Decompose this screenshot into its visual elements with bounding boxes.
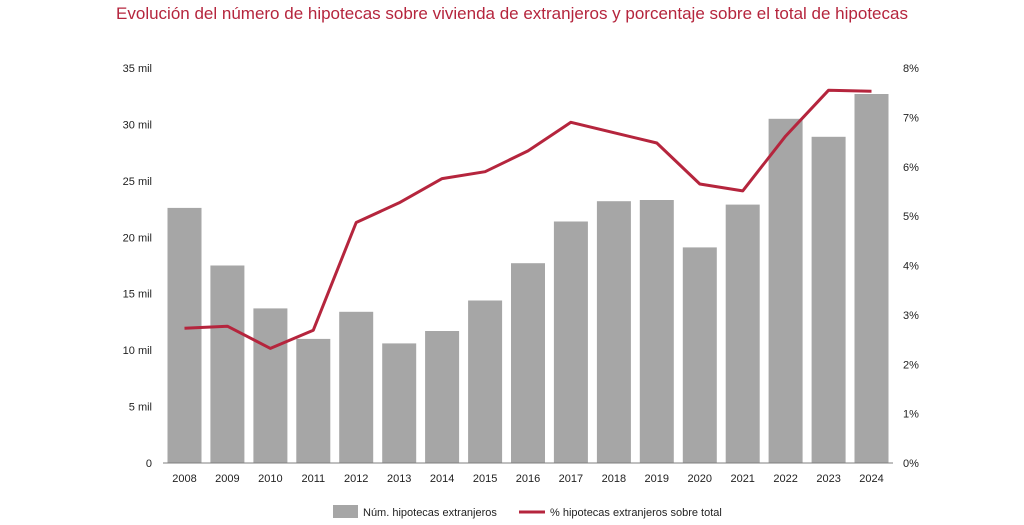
- x-tick-label: 2021: [730, 473, 754, 485]
- x-tick-label: 2011: [301, 473, 325, 485]
- right-tick-label: 1%: [903, 409, 919, 421]
- x-tick-label: 2017: [559, 473, 583, 485]
- left-tick-label: 20 mil: [123, 232, 152, 244]
- legend-bar-label: Núm. hipotecas extranjeros: [363, 507, 497, 519]
- right-tick-label: 8%: [903, 63, 919, 75]
- bar-2014: [425, 331, 460, 463]
- left-tick-label: 30 mil: [123, 119, 152, 131]
- x-tick-label: 2014: [430, 473, 454, 485]
- bar-2009: [210, 265, 245, 463]
- bar-2023: [811, 136, 846, 464]
- x-tick-label: 2009: [215, 473, 239, 485]
- legend-bar-swatch: [333, 505, 358, 518]
- x-tick-label: 2018: [602, 473, 626, 485]
- bar-2015: [468, 300, 503, 463]
- right-tick-label: 5%: [903, 211, 919, 223]
- bar-2022: [768, 118, 803, 464]
- bar-2024: [854, 94, 889, 463]
- bar-2021: [725, 204, 760, 463]
- chart-title: Evolución del número de hipotecas sobre …: [116, 4, 908, 23]
- right-tick-label: 7%: [903, 112, 919, 124]
- bar-2012: [339, 311, 374, 463]
- x-tick-label: 2023: [816, 473, 840, 485]
- bar-2011: [296, 338, 331, 463]
- x-tick-label: 2012: [344, 473, 368, 485]
- right-tick-label: 4%: [903, 261, 919, 273]
- right-tick-label: 0%: [903, 458, 919, 470]
- bar-2010: [253, 308, 288, 463]
- right-tick-label: 2%: [903, 359, 919, 371]
- x-tick-label: 2024: [859, 473, 883, 485]
- x-tick-label: 2016: [516, 473, 540, 485]
- x-tick-label: 2020: [688, 473, 712, 485]
- bar-2016: [511, 263, 545, 463]
- bar-2008: [167, 207, 202, 463]
- x-tick-label: 2022: [773, 473, 797, 485]
- right-tick-label: 3%: [903, 310, 919, 322]
- left-tick-label: 15 mil: [123, 289, 152, 301]
- bar-2020: [682, 247, 717, 463]
- x-tick-label: 2013: [387, 473, 411, 485]
- x-tick-label: 2010: [258, 473, 282, 485]
- x-tick-label: 2019: [645, 473, 669, 485]
- left-tick-label: 10 mil: [123, 345, 152, 357]
- bar-2018: [596, 201, 631, 463]
- x-tick-label: 2008: [172, 473, 196, 485]
- left-tick-label: 35 mil: [123, 63, 152, 75]
- bar-2017: [553, 221, 588, 463]
- left-tick-label: 5 mil: [129, 402, 152, 414]
- legend-line-label: % hipotecas extranjeros sobre total: [550, 507, 722, 519]
- bar-2013: [382, 343, 417, 463]
- x-tick-label: 2015: [473, 473, 497, 485]
- left-tick-label: 25 mil: [123, 176, 152, 188]
- left-tick-label: 0: [146, 458, 152, 470]
- bar-2019: [639, 200, 674, 463]
- right-tick-label: 6%: [903, 162, 919, 174]
